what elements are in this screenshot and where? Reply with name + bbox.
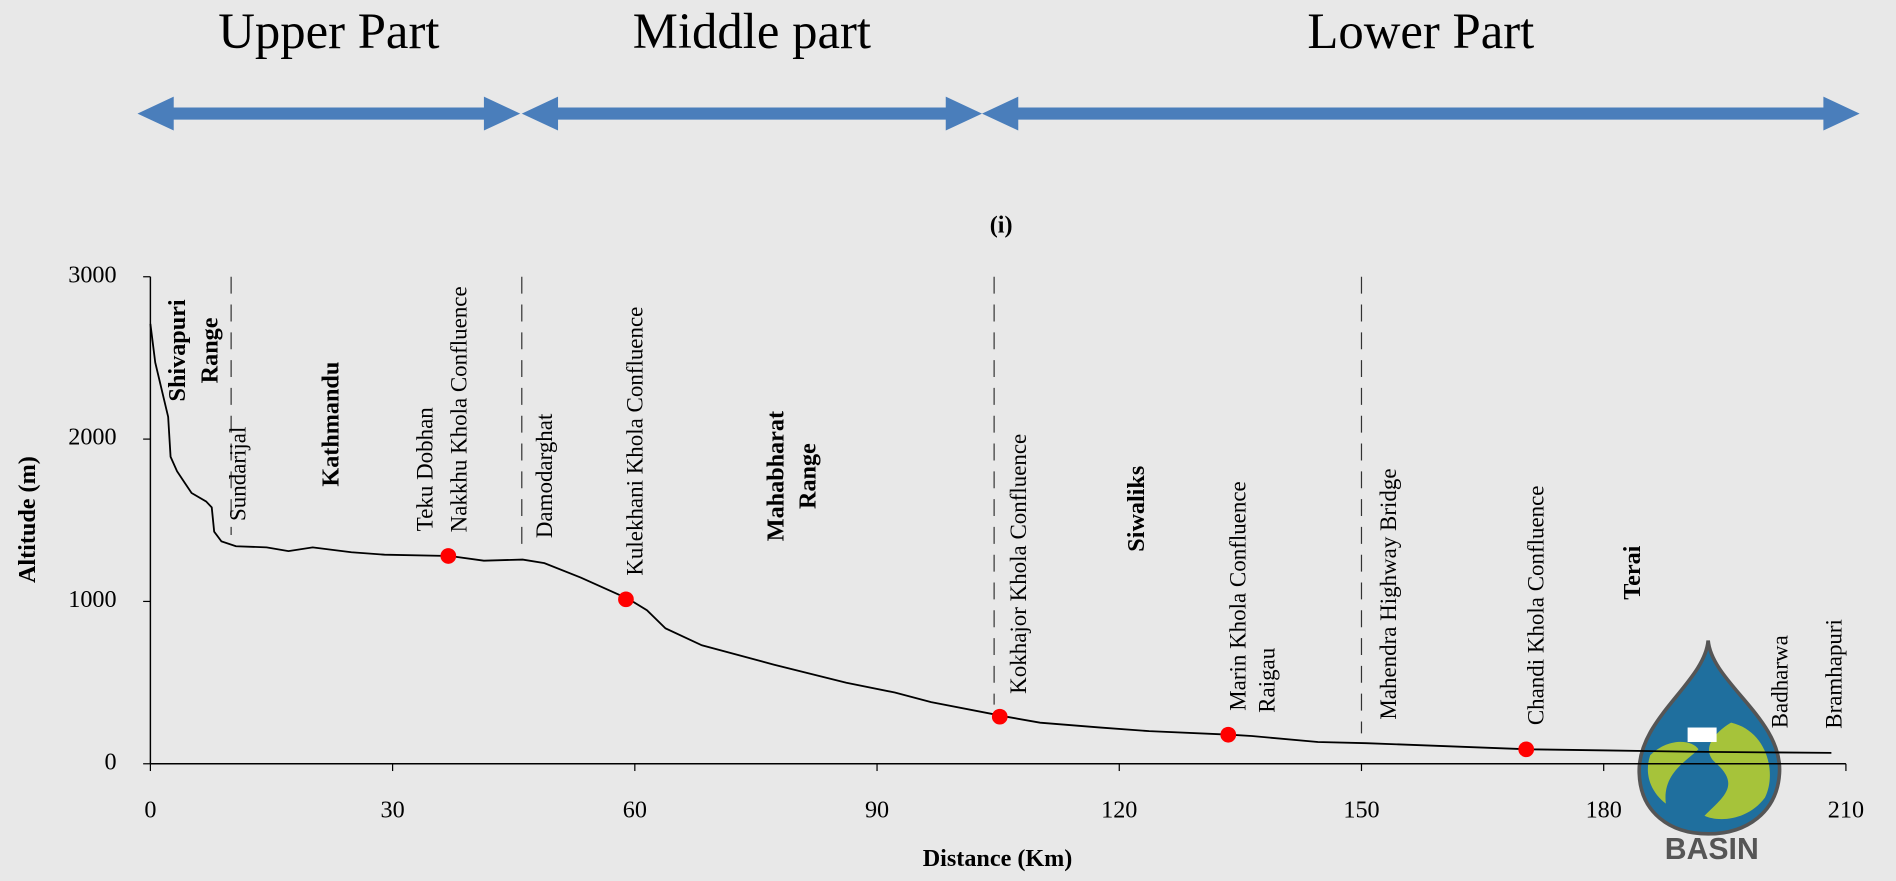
section-label: Lower Part	[1307, 3, 1534, 59]
point-label: Raigau	[1255, 647, 1280, 713]
region-label: Shivapuri	[164, 299, 191, 401]
x-axis-title: Distance (Km)	[923, 845, 1073, 872]
station-point	[991, 708, 1008, 725]
x-tick-label: 90	[865, 797, 889, 824]
station-point	[1220, 726, 1237, 743]
x-tick-label: 180	[1586, 797, 1622, 824]
point-label: Sundarijal	[225, 427, 250, 521]
point-label: Damodarghat	[532, 413, 557, 538]
station-point	[440, 548, 457, 564]
y-axis-title: Altitude (m)	[14, 456, 41, 583]
x-tick-label: 120	[1101, 797, 1137, 824]
point-label: Kulekhani Khola Confluence	[622, 307, 647, 576]
region-label: Kathmandu	[317, 362, 344, 487]
x-tick-label: 0	[144, 797, 156, 824]
logo-land	[1704, 722, 1770, 820]
y-tick-label: 1000	[68, 586, 116, 613]
region-label: Range	[196, 317, 223, 383]
point-label: Marin Khola Confluence	[1226, 481, 1251, 710]
logo-land	[1647, 741, 1699, 804]
region-label: Siwaliks	[1123, 466, 1150, 552]
point-label: Mahendra Highway Bridge	[1376, 468, 1401, 719]
point-label: Chandi Khola Confluence	[1524, 485, 1549, 725]
x-tick-label: 150	[1343, 797, 1379, 824]
point-label: Badharwa	[1767, 635, 1792, 728]
section-label: Middle part	[633, 3, 871, 59]
logo-dam	[1687, 727, 1717, 743]
section-arrow	[521, 96, 983, 131]
logo: BASIN	[1637, 640, 1782, 866]
station-point	[618, 591, 634, 608]
y-tick-label: 2000	[68, 424, 116, 451]
station-point	[1518, 741, 1535, 758]
region-label: Mahabharat	[762, 411, 789, 541]
region-label: Terai	[1619, 545, 1646, 599]
section-arrow	[137, 96, 521, 131]
point-label: Bramhapuri	[1821, 619, 1846, 729]
x-tick-label: 210	[1828, 797, 1864, 824]
y-tick-label: 3000	[68, 261, 116, 288]
region-label: Range	[795, 443, 822, 509]
logo-text: BASIN	[1665, 833, 1759, 866]
x-tick-label: 30	[381, 797, 405, 824]
point-label: Teku Dobhan	[413, 407, 438, 531]
section-arrow	[982, 96, 1860, 131]
y-tick-label: 0	[104, 748, 116, 775]
x-tick-label: 60	[623, 797, 647, 824]
point-label: Nakkhu Khola Confluence	[446, 286, 471, 532]
point-label: Kokhajor Khola Confluence	[1006, 434, 1031, 694]
chart-title: (i)	[990, 212, 1013, 239]
section-label: Upper Part	[218, 3, 439, 59]
